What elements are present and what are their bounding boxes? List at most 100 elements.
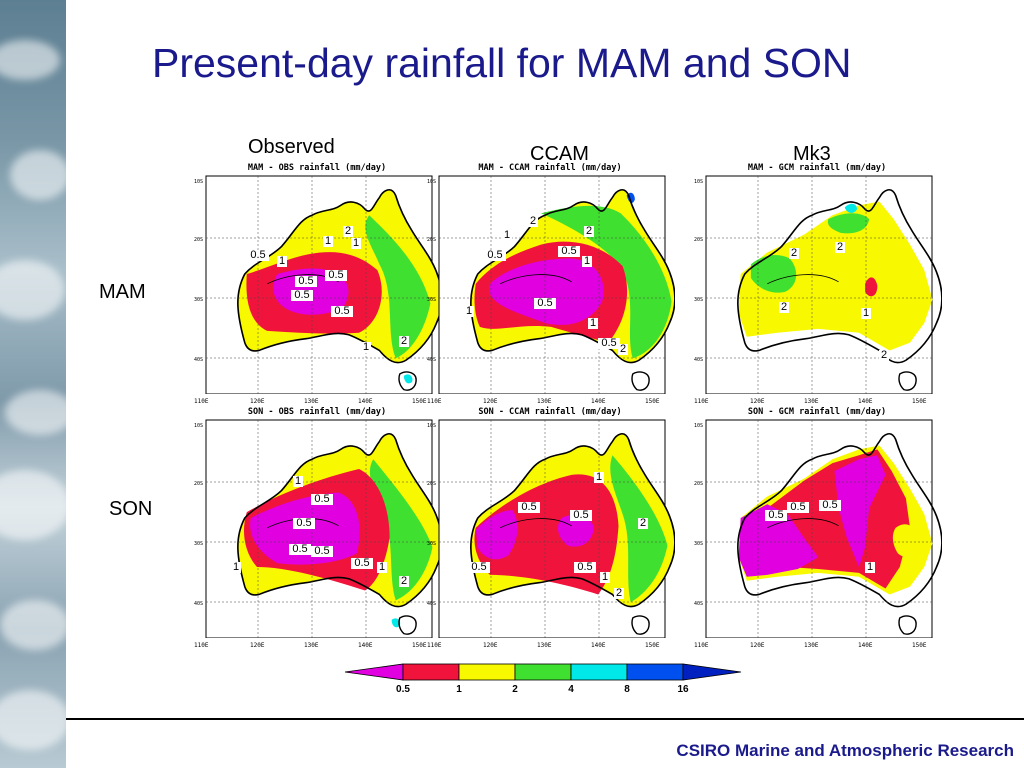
contour-label-box (600, 572, 610, 583)
contour-label: 1 (863, 307, 869, 319)
rainfall-region-3 (488, 258, 604, 325)
contour-line (767, 274, 839, 285)
map-layer (737, 433, 942, 635)
contour-label-box (584, 226, 594, 237)
rainfall-region-1 (369, 459, 433, 601)
contour-label: 2 (401, 575, 407, 587)
y-tick-label: 10S (427, 423, 436, 429)
x-tick-label: 120E (750, 642, 765, 649)
contour-label: 0.5 (294, 289, 309, 301)
row-label-mam: MAM (99, 281, 146, 303)
footer-divider (66, 718, 1024, 720)
contour-label-box (819, 500, 841, 511)
contour-line (500, 274, 572, 285)
panel-header: SON - OBS rainfall (mm/day) (248, 406, 386, 417)
map-layer (737, 189, 942, 391)
map-panel-son-ccam: SON - CCAM rainfall (mm/day) 10S 20S 30S 40S… (425, 402, 675, 638)
rainfall-region-3 (844, 203, 857, 213)
colorbar-tick-label: 2 (512, 684, 518, 695)
tasmania-coastline (398, 615, 417, 635)
contour-label: 0.5 (768, 509, 783, 521)
contour-label: 0.5 (601, 337, 616, 349)
x-tick-label: 120E (250, 398, 265, 405)
contour-label: 0.5 (314, 545, 329, 557)
contour-label: 2 (837, 241, 843, 253)
contour-label: 1 (466, 305, 472, 317)
x-tick-row: 110E 120E 130E 140E 150E (694, 642, 942, 652)
x-tick-label: 150E (912, 398, 927, 405)
contour-label-box (293, 518, 315, 529)
rainfall-region-1 (365, 215, 431, 359)
contour-label: 0.5 (537, 297, 552, 309)
contour-label-box (779, 302, 789, 313)
contour-label-box (468, 562, 490, 573)
y-tick-label: 10S (694, 179, 703, 185)
x-tick-label: 150E (412, 642, 427, 649)
australia-coastline (737, 433, 942, 608)
contour-label-box (399, 576, 409, 587)
contour-label-box (582, 256, 592, 267)
contour-label-box (861, 308, 871, 319)
y-tick-label: 30S (694, 541, 703, 547)
rainfall-region-4 (391, 618, 401, 628)
contour-label: 1 (590, 317, 596, 329)
contour-label-box (502, 230, 512, 241)
x-tick-label: 120E (483, 642, 498, 649)
map-panel-mam-ccam: MAM - CCAM rainfall (mm/day) 10S 20S 30S 40S… (425, 158, 675, 394)
y-tick-label: 10S (194, 179, 203, 185)
contour-label: 2 (881, 349, 887, 361)
contour-label-box (598, 338, 620, 349)
x-tick-label: 110E (694, 398, 709, 405)
contour-label-box (787, 502, 809, 513)
contour-label: 1 (325, 235, 331, 247)
y-tick-label: 30S (427, 541, 436, 547)
contour-label: 1 (504, 229, 510, 241)
contour-label: 1 (867, 561, 873, 573)
contour-label-box (399, 336, 409, 347)
contour-label: 0.5 (298, 275, 313, 287)
rainfall-region-2 (827, 213, 870, 234)
contour-label-box (879, 350, 889, 361)
contour-label-box (311, 494, 333, 505)
y-tick-label: 30S (694, 297, 703, 303)
x-tick-label: 150E (412, 398, 427, 405)
australia-coastline (470, 433, 675, 608)
contour-line (767, 518, 839, 529)
footer-organization: CSIRO Marine and Atmospheric Research (676, 741, 1014, 760)
rainfall-region-4 (557, 514, 595, 547)
x-tick-label: 140E (591, 398, 606, 405)
y-tick-label: 30S (194, 541, 203, 547)
colorbar-tick-label: 16 (677, 684, 689, 695)
x-tick-label: 110E (194, 398, 209, 405)
colorbar-segment (402, 663, 460, 681)
y-tick-label: 10S (194, 423, 203, 429)
contour-label: 1 (353, 237, 359, 249)
contour-label: 1 (279, 255, 285, 267)
contour-label-box (231, 562, 241, 573)
contour-label: 0.5 (573, 509, 588, 521)
y-tick-label: 20S (194, 237, 203, 243)
rainfall-region-4 (865, 277, 878, 297)
x-tick-label: 110E (694, 642, 709, 649)
contour-label: 1 (379, 561, 385, 573)
colorbar-tick-label: 1 (456, 684, 462, 695)
map-layer (470, 189, 675, 391)
tasmania-coastline (631, 615, 650, 635)
contour-label: 0.5 (334, 305, 349, 317)
x-tick-row: 110E 120E 130E 140E 150E (194, 642, 442, 652)
contour-label-box (865, 562, 875, 573)
x-tick-label: 150E (645, 642, 660, 649)
panel-header: MAM - GCM rainfall (mm/day) (748, 162, 886, 173)
contour-label: 0.5 (250, 249, 265, 261)
contour-label: 1 (295, 475, 301, 487)
y-tick-label: 40S (194, 357, 203, 363)
contour-label-box (534, 298, 556, 309)
contour-label-box (323, 236, 333, 247)
contour-label: 0.5 (577, 561, 592, 573)
sky-background-strip (0, 0, 66, 768)
panel-header: MAM - OBS rainfall (mm/day) (248, 162, 386, 173)
australia-coastline (737, 189, 942, 364)
contour-label-box (295, 276, 317, 287)
colorbar-segment (514, 663, 572, 681)
x-tick-label: 140E (358, 642, 373, 649)
